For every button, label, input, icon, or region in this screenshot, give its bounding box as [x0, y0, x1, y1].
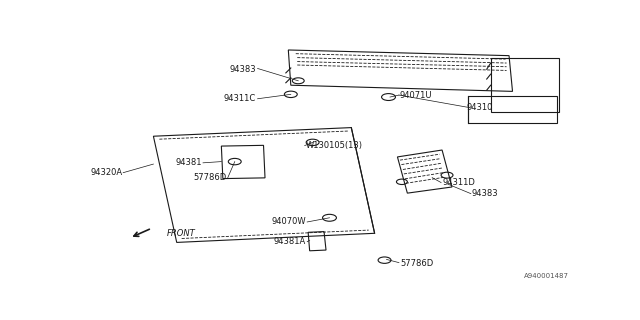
Text: 57786D: 57786D [193, 173, 227, 182]
Text: 57786D: 57786D [400, 259, 433, 268]
Text: 94310: 94310 [467, 103, 493, 112]
Text: 94381: 94381 [175, 158, 202, 167]
Text: 94381A: 94381A [273, 237, 306, 246]
Text: 94383: 94383 [472, 189, 499, 198]
Text: A940001487: A940001487 [524, 273, 568, 279]
Text: FRONT: FRONT [167, 228, 196, 237]
Text: 94383: 94383 [230, 65, 256, 74]
Text: W130105(13): W130105(13) [306, 141, 363, 150]
Text: 94071U: 94071U [400, 91, 433, 100]
Text: 94320A: 94320A [90, 168, 122, 177]
Text: 94070W: 94070W [271, 218, 306, 227]
Text: 94311C: 94311C [224, 94, 256, 103]
Text: 94311D: 94311D [442, 178, 475, 187]
